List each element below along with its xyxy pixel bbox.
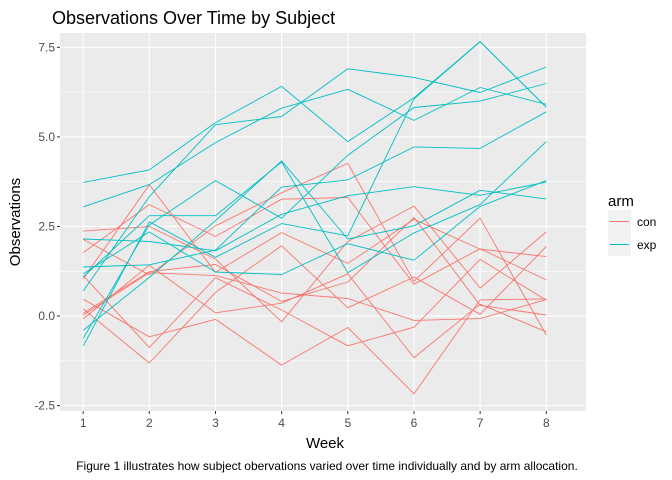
legend-title: arm xyxy=(608,193,634,210)
y-tick-label: 0.0 xyxy=(38,309,55,323)
x-tick-label: 2 xyxy=(146,416,153,430)
series-line-con-6 xyxy=(83,205,547,323)
series-line-con-9 xyxy=(82,217,547,316)
series-line-exp-18 xyxy=(83,111,547,268)
series-line-con-3 xyxy=(82,197,547,285)
x-axis-title: Week xyxy=(306,435,345,452)
series-line-exp-17 xyxy=(82,180,547,275)
series-line-exp-20 xyxy=(82,141,547,278)
y-tick-label: 7.5 xyxy=(38,40,55,54)
series-line-exp-19 xyxy=(82,160,547,331)
series-line-con-10 xyxy=(82,162,547,336)
legend-label-con: con xyxy=(637,215,656,229)
series-line-con-1 xyxy=(82,245,547,364)
y-tick-label: 5.0 xyxy=(38,130,55,144)
series-line-exp-14 xyxy=(82,83,547,339)
series-line-con-8 xyxy=(82,264,547,359)
y-tick-label: 2.5 xyxy=(38,219,55,233)
x-axis: 1 2 3 4 5 6 7 8 xyxy=(80,411,550,430)
x-tick-label: 6 xyxy=(411,416,418,430)
x-tick-label: 7 xyxy=(477,416,484,430)
x-tick-label: 8 xyxy=(543,416,550,430)
series-line-con-5 xyxy=(82,298,547,395)
series-line-exp-15 xyxy=(82,66,547,292)
series-line-exp-16 xyxy=(83,41,547,183)
series-lines xyxy=(82,41,547,395)
series-line-con-4 xyxy=(82,184,547,280)
chart-title: Observations Over Time by Subject xyxy=(52,8,335,28)
y-axis-title: Observations xyxy=(7,178,24,266)
x-tick-label: 1 xyxy=(80,416,87,430)
figure-caption: Figure 1 illustrates how subject obervat… xyxy=(76,459,578,473)
x-tick-label: 5 xyxy=(344,416,351,430)
y-axis: -2.5 0.0 2.5 5.0 7.5 xyxy=(34,40,60,413)
legend: arm con exp xyxy=(608,193,657,256)
x-tick-label: 3 xyxy=(212,416,219,430)
y-tick-label: -2.5 xyxy=(34,399,55,413)
series-line-con-2 xyxy=(82,258,547,349)
series-line-exp-13 xyxy=(83,181,547,252)
series-line-exp-11 xyxy=(83,87,547,208)
x-tick-label: 4 xyxy=(278,416,285,430)
legend-label-exp: exp xyxy=(637,238,657,252)
